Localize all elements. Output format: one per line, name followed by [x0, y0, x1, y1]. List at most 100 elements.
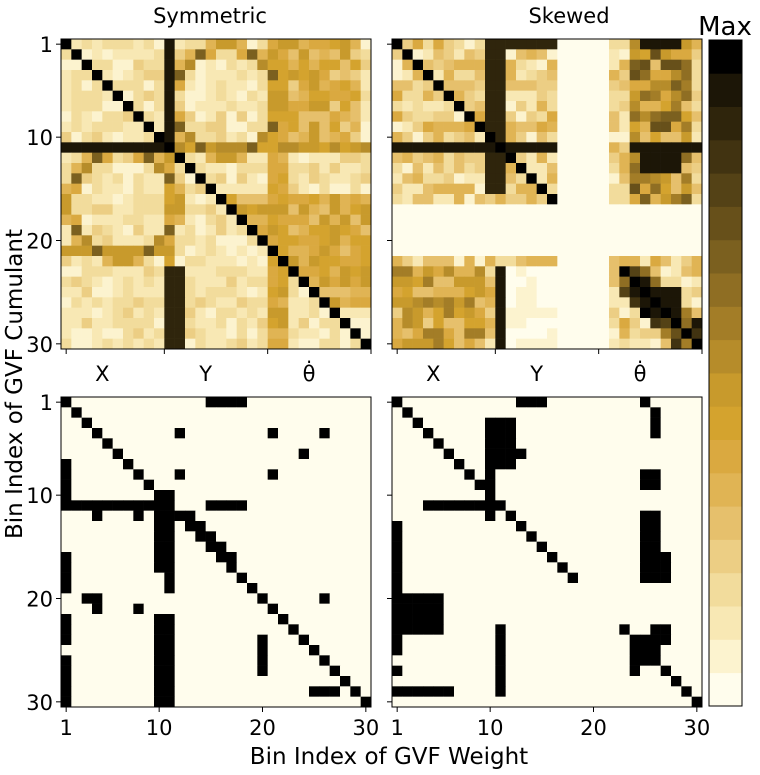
heatmap-cell — [485, 572, 496, 584]
heatmap-cell — [588, 59, 599, 71]
heatmap-cell — [681, 194, 692, 205]
heatmap-cell — [557, 593, 568, 604]
heatmap-cell — [392, 111, 403, 122]
heatmap-cell — [619, 287, 630, 298]
heatmap-cell — [402, 645, 413, 656]
heatmap-cell — [588, 686, 599, 697]
heatmap-cell — [133, 204, 144, 215]
heatmap-cell — [464, 276, 475, 288]
heatmap-cell — [226, 163, 237, 174]
heatmap-cell — [650, 624, 661, 635]
heatmap-cell — [195, 417, 206, 429]
heatmap-cell — [205, 665, 217, 677]
heatmap-cell — [195, 39, 206, 50]
heatmap-cell — [174, 194, 186, 205]
heatmap-cell — [557, 479, 568, 491]
heatmap-cell — [112, 614, 124, 625]
heatmap-cell — [567, 121, 579, 133]
heatmap-cell — [516, 142, 527, 153]
heatmap-cell — [681, 235, 692, 246]
heatmap-cell — [340, 194, 351, 205]
heatmap-cell — [412, 173, 424, 184]
heatmap-cell — [392, 603, 403, 615]
heatmap-cell — [205, 686, 217, 697]
heatmap-cell — [691, 256, 703, 267]
heatmap-cell — [392, 80, 403, 91]
heatmap-cell — [474, 256, 486, 267]
heatmap-cell — [423, 614, 434, 625]
heatmap-cell — [557, 645, 568, 656]
heatmap-cell — [164, 256, 175, 267]
heatmap-cell — [516, 214, 527, 226]
heatmap-cell — [154, 235, 165, 246]
heatmap-cell — [495, 407, 506, 418]
y-tick-label: 1 — [40, 33, 53, 57]
heatmap-cell — [298, 173, 310, 184]
heatmap-cell — [350, 59, 361, 71]
heatmap-cell — [226, 552, 237, 563]
heatmap-cell — [650, 614, 661, 625]
heatmap-cell — [660, 407, 672, 418]
heatmap-cell — [267, 593, 279, 604]
heatmap-cell — [547, 328, 558, 339]
heatmap-cell — [412, 328, 424, 339]
heatmap-cell — [474, 70, 486, 81]
heatmap-cell — [474, 459, 486, 470]
heatmap-cell — [567, 448, 579, 460]
heatmap-cell — [257, 459, 268, 470]
heatmap-cell — [547, 297, 558, 308]
heatmap-cell — [143, 287, 155, 298]
heatmap-cell — [578, 297, 589, 308]
heatmap-cell — [588, 624, 599, 635]
heatmap-cell — [267, 318, 279, 329]
heatmap-cell — [81, 676, 93, 687]
heatmap-cell — [61, 70, 72, 81]
heatmap-cell — [505, 459, 517, 470]
heatmap-cell — [92, 194, 103, 205]
heatmap-cell — [474, 448, 486, 460]
heatmap-cell — [557, 173, 568, 184]
heatmap-cell — [433, 448, 444, 460]
heatmap-cell — [392, 417, 403, 429]
heatmap-cell — [681, 307, 692, 319]
heatmap-cell — [123, 245, 134, 257]
heatmap-cell — [360, 142, 372, 153]
heatmap-cell — [464, 39, 475, 50]
heatmap-cell — [681, 297, 692, 308]
heatmap-cell — [216, 562, 227, 573]
colorbar-segment — [709, 472, 742, 507]
heatmap-cell — [309, 152, 320, 164]
heatmap-cell — [257, 676, 268, 687]
colorbar-segment — [709, 339, 742, 374]
heatmap-cell — [671, 80, 682, 91]
heatmap-cell — [681, 562, 692, 573]
heatmap-cell — [205, 245, 217, 257]
heatmap-cell — [423, 121, 434, 133]
heatmap-cell — [516, 276, 527, 288]
heatmap-cell — [329, 173, 341, 184]
heatmap-cell — [226, 276, 237, 288]
heatmap-cell — [433, 307, 444, 319]
heatmap-cell — [557, 521, 568, 532]
heatmap-cell — [464, 183, 475, 195]
heatmap-cell — [691, 328, 703, 339]
heatmap-cell — [216, 593, 227, 604]
heatmap-cell — [257, 225, 268, 236]
heatmap-cell — [433, 593, 444, 604]
heatmap-cell — [629, 142, 641, 153]
heatmap-cell — [505, 59, 517, 71]
heatmap-cell — [412, 572, 424, 584]
heatmap-cell — [650, 204, 661, 215]
heatmap-cell — [257, 287, 268, 298]
heatmap-cell — [433, 541, 444, 553]
heatmap-cell — [236, 583, 248, 594]
heatmap-cell — [650, 328, 661, 339]
heatmap-cell — [247, 438, 258, 449]
heatmap-cell — [164, 676, 175, 687]
heatmap-cell — [495, 183, 506, 195]
heatmap-cell — [423, 469, 434, 480]
heatmap-cell — [660, 624, 672, 635]
heatmap-cell — [61, 634, 72, 646]
heatmap-cell — [154, 552, 165, 563]
